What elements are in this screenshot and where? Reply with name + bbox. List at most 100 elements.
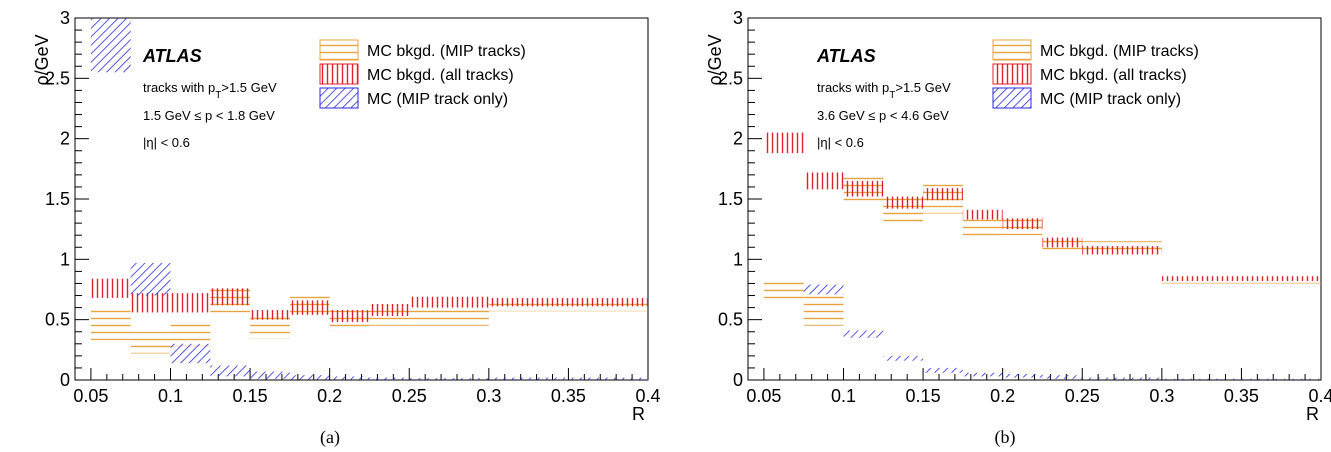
- annotation-eta-b: |η| < 0.6: [817, 135, 864, 150]
- bar-all-b-4: [923, 188, 963, 201]
- y-tick-label-b-2: 1: [733, 249, 743, 269]
- bar-mc-b-3: [923, 367, 963, 373]
- x-tick-label-b-5: 0.3: [1149, 386, 1174, 406]
- annotation-p-range-a: 1.5 GeV ≤ p < 1.8 GeV: [143, 108, 275, 123]
- bar-all-a-3: [210, 288, 251, 306]
- x-ticks-a: 0.05 0.1 0.15 0.2 0.25 0.3 0.35 0.4: [73, 368, 661, 406]
- x-tick-label-b-1: 0.1: [831, 386, 856, 406]
- x-tick-label-a-7: 0.4: [635, 386, 660, 406]
- y-ticks-a: 0 0.5 1 1.5 2 2.5 3: [45, 8, 89, 390]
- bar-mc-a-6: [329, 376, 370, 380]
- bar-mc-a-7: [369, 377, 410, 380]
- y-tick-label-b-5: 2.5: [718, 68, 743, 88]
- bar-all-a-5: [289, 300, 330, 315]
- y-tick-label-a-3: 1.5: [45, 189, 70, 209]
- bar-mc-b-1: [843, 330, 884, 338]
- bar-mc-b-6: [1042, 375, 1083, 379]
- bar-mc-a-4: [250, 371, 290, 379]
- plot-frame-b: [747, 17, 1322, 381]
- legend-swatch-mc-b: [992, 87, 1032, 109]
- legend-label-mc-a: MC (MIP track only): [367, 91, 508, 108]
- bar-mc-b-8: [1161, 378, 1321, 380]
- panel-a: 0.05 0.1 0.15 0.2 0.25 0.3 0.35 0.4 0 0.5 1 1.5 2 2.…: [32, 8, 661, 448]
- bar-mc-a-1: [130, 262, 171, 296]
- panel-b: 0.05 0.1 0.15 0.2 0.25 0.3 0.35 0.4 0 0.5 1 1.5 2 2.…: [705, 8, 1331, 448]
- x-tick-label-a-4: 0.25: [392, 386, 427, 406]
- bar-mc-a-3: [210, 365, 251, 377]
- bar-mip-a-1: [130, 331, 171, 354]
- legend-swatch-all-b: [992, 63, 1032, 85]
- x-tick-label-a-1: 0.1: [158, 386, 183, 406]
- bar-all-b-9: [1161, 276, 1321, 282]
- y-tick-label-b-0: 0: [733, 370, 743, 390]
- bar-mc-a-5: [289, 375, 330, 380]
- legend-label-mc-b: MC (MIP track only): [1040, 91, 1181, 108]
- bar-mc-a-8: [409, 378, 489, 380]
- y-tick-label-a-0: 0: [60, 370, 70, 390]
- bar-mip-b-0: [763, 282, 804, 300]
- bar-all-a-7: [369, 303, 410, 317]
- bar-mip-a-8: [409, 305, 489, 326]
- legend-label-all-b: MC bkgd. (all tracks): [1040, 67, 1187, 84]
- legend-swatch-all-a: [319, 63, 359, 85]
- x-tick-label-a-5: 0.3: [476, 386, 501, 406]
- y-tick-label-b-3: 1.5: [718, 189, 743, 209]
- legend-label-all-a: MC bkgd. (all tracks): [367, 67, 514, 84]
- annotation-p-range-b: 3.6 GeV ≤ p < 4.6 GeV: [817, 108, 949, 123]
- bar-all-a-6: [329, 310, 370, 323]
- bar-mip-b-1: [803, 293, 844, 326]
- legend-b: MC bkgd. (MIP tracks) MC bkgd. (all trac…: [992, 39, 1199, 109]
- bar-all-b-8: [1082, 246, 1162, 255]
- bar-all-a-8: [409, 296, 489, 308]
- y-tick-label-a-2: 1: [60, 249, 70, 269]
- x-tick-label-a-3: 0.2: [317, 386, 342, 406]
- bar-all-a-0: [90, 278, 131, 298]
- y-axis-title-a: ρ/GeV: [32, 34, 52, 85]
- x-tick-label-b-4: 0.25: [1065, 386, 1100, 406]
- bar-all-b-7: [1042, 237, 1083, 248]
- x-axis-title-b: R: [1306, 404, 1319, 424]
- caption-a: (a): [320, 427, 340, 448]
- y-tick-label-a-6: 3: [60, 8, 70, 28]
- y-axis-title-b: ρ/GeV: [705, 34, 725, 85]
- legend-swatch-mip-b: [992, 39, 1032, 61]
- bar-mc-b-5: [1002, 373, 1043, 378]
- x-tick-label-b-2: 0.15: [906, 386, 941, 406]
- bar-mc-a-2: [170, 343, 211, 364]
- bar-all-b-1: [803, 172, 844, 190]
- bar-mc-b-7: [1082, 377, 1162, 380]
- annotation-eta-a: |η| < 0.6: [143, 135, 190, 150]
- x-tick-label-b-7: 0.4: [1308, 386, 1331, 406]
- bar-all-b-0: [763, 132, 804, 154]
- bar-mc-b-4: [962, 372, 1003, 377]
- bars-a: [90, 18, 648, 380]
- bar-mc-b-2: [883, 355, 924, 361]
- x-tick-label-a-2: 0.15: [233, 386, 268, 406]
- bar-mip-a-4: [250, 317, 290, 339]
- x-tick-label-b-0: 0.05: [746, 386, 781, 406]
- bar-mc-a-9: [488, 377, 648, 380]
- y-tick-label-b-4: 2: [733, 129, 743, 149]
- bar-all-a-2: [170, 293, 211, 313]
- legend-swatch-mip-a: [319, 39, 359, 61]
- bars-b: [763, 132, 1321, 380]
- annotation-pt-b: tracks with pT>1.5 GeV: [817, 80, 951, 101]
- x-ticks-b: 0.05 0.1 0.15 0.2 0.25 0.3 0.35 0.4: [746, 368, 1331, 406]
- bar-mip-b-5: [962, 214, 1003, 238]
- y-tick-label-a-1: 0.5: [45, 310, 70, 330]
- y-tick-label-a-5: 2.5: [45, 68, 70, 88]
- x-tick-label-a-6: 0.35: [551, 386, 586, 406]
- atlas-label-b: ATLAS: [816, 46, 876, 66]
- legend-label-mip-b: MC bkgd. (MIP tracks): [1040, 43, 1199, 60]
- legend-label-mip-a: MC bkgd. (MIP tracks): [367, 43, 526, 60]
- y-tick-label-b-6: 3: [733, 8, 743, 28]
- bar-all-b-5: [962, 209, 1003, 220]
- bar-mc-b-0: [803, 284, 844, 295]
- x-axis-title-a: R: [632, 404, 645, 424]
- bar-all-a-1: [130, 293, 171, 313]
- atlas-label-a: ATLAS: [142, 46, 202, 66]
- annotation-pt-a: tracks with pT>1.5 GeV: [143, 80, 277, 101]
- y-tick-label-a-4: 2: [60, 129, 70, 149]
- legend-swatch-mc-a: [319, 87, 359, 109]
